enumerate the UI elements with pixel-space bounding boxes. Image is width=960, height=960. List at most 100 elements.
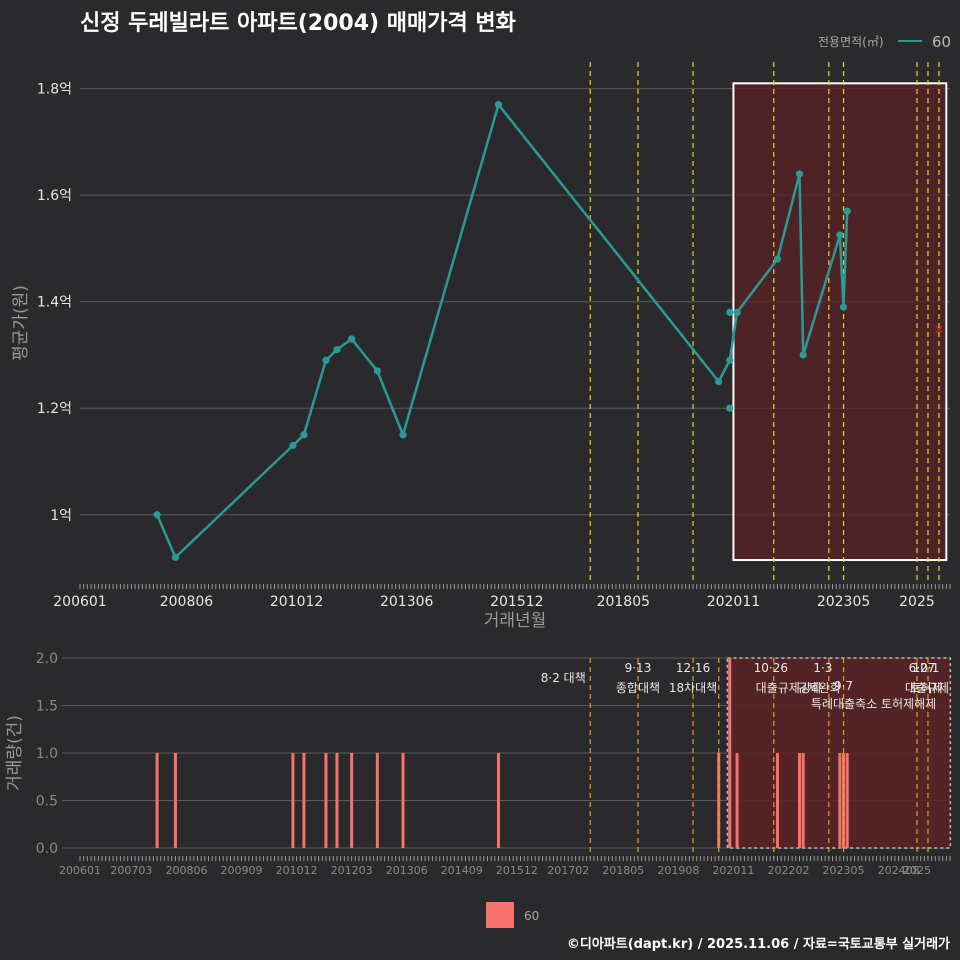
policy-label: 대출규제 — [905, 681, 949, 695]
highlight-region — [732, 82, 948, 562]
x-tick-label: 201702 — [547, 864, 589, 877]
price-point — [836, 231, 844, 239]
x-tick-label: 202408 — [878, 864, 920, 877]
x-tick-label: 200806 — [160, 594, 214, 610]
x-tick-label: 202011 — [712, 864, 754, 877]
y-tick-label: 0.0 — [36, 841, 58, 857]
policy-label: 특례대출축소 토허제해제 — [811, 697, 936, 711]
x-tick-label: 201306 — [380, 594, 434, 610]
volume-bar — [401, 753, 405, 848]
x-tick-label: 201908 — [657, 864, 699, 877]
x-tick-label: 201203 — [331, 864, 373, 877]
price-point — [773, 255, 782, 263]
x-tick-label: 201409 — [441, 864, 483, 877]
y-axis-title: 거래량(건) — [5, 715, 25, 791]
volume-bar — [838, 753, 842, 848]
price-line-chart: 1억 1.2억 1.4억 1.6억 1.8억 200601 200806 201012 2013… — [11, 62, 951, 631]
volume-bar — [728, 658, 732, 848]
x-axis-title: 거래년월 — [484, 611, 547, 631]
price-point — [726, 356, 734, 364]
price-point — [799, 351, 807, 359]
y-tick-label: 0.5 — [36, 794, 58, 810]
volume-bar — [302, 753, 306, 848]
latest-marker: × — [934, 322, 945, 337]
price-point — [733, 308, 741, 316]
price-point — [726, 308, 734, 316]
policy-label: 1·3 — [813, 661, 832, 675]
x-tick-label: 200703 — [110, 864, 152, 877]
x-tick-label: 201012 — [270, 594, 323, 610]
legend-label: 60 — [932, 33, 951, 51]
policy-label: 8·2 대책 — [541, 670, 586, 685]
policy-label: 10·26 — [754, 661, 788, 675]
x-tick-label: 202305 — [817, 594, 870, 610]
legend-bar-label: 60 — [524, 909, 539, 923]
volume-bar — [375, 753, 379, 848]
x-tick-label: 200601 — [53, 594, 106, 610]
x-tick-label: 201306 — [386, 864, 428, 877]
price-point — [289, 441, 297, 450]
volume-bar — [496, 753, 500, 848]
price-point — [333, 346, 341, 354]
y-tick-label: 1억 — [50, 508, 72, 524]
bottom-legend: 60 — [486, 902, 539, 928]
y-tick-label: 1.5 — [36, 699, 58, 715]
y-tick-label: 1.6억 — [37, 188, 72, 204]
volume-bar — [845, 753, 849, 848]
volume-bar-chart: 0.0 0.5 1.0 1.5 2.0 거래량(건) 8·2 대책 9·13 종합대책 12·16… — [5, 651, 952, 877]
price-point — [839, 303, 848, 311]
volume-bar — [173, 753, 177, 848]
price-point — [348, 335, 356, 343]
price-point — [726, 404, 734, 412]
x-tick-label: 200601 — [59, 864, 101, 877]
policy-label: 12·16 — [676, 661, 710, 675]
policy-label: 규제완화 — [797, 681, 841, 695]
price-point — [300, 431, 308, 439]
price-point — [153, 511, 161, 519]
policy-label: 종합대책 — [616, 680, 660, 695]
x-tick-label: 201512 — [496, 864, 538, 877]
x-tick-label: 201805 — [597, 594, 650, 610]
policy-label: 18차대책 — [669, 680, 717, 695]
volume-bar — [717, 753, 721, 848]
volume-bar — [335, 753, 339, 848]
y-tick-label: 1.2억 — [37, 401, 72, 417]
y-tick-label: 1.4억 — [37, 295, 72, 311]
volume-bar — [775, 753, 779, 848]
x-tick-label: 201512 — [490, 594, 543, 610]
volume-bar — [291, 753, 295, 848]
volume-bar — [155, 753, 159, 848]
y-axis-title: 평균가(원) — [11, 285, 31, 361]
x-tick-label: 202305 — [823, 864, 865, 877]
price-point — [494, 101, 503, 109]
price-point — [795, 170, 804, 178]
policy-label: 9·7 — [834, 679, 853, 693]
y-tick-label: 2.0 — [36, 651, 58, 667]
top-legend: 전용면적(㎡) 60 — [818, 33, 951, 51]
policy-label: 토허제 — [909, 681, 942, 695]
x-tick-label: 201805 — [602, 864, 644, 877]
x-tick-label: 201012 — [276, 864, 318, 877]
policy-label: 9·13 — [625, 661, 652, 675]
price-point — [171, 553, 180, 561]
price-point — [322, 356, 330, 364]
x-tick-label: 200909 — [221, 864, 263, 877]
legend-bar-swatch — [486, 902, 514, 928]
x-tick-label: 2025 — [903, 864, 931, 877]
x-tick-label: 202011 — [707, 594, 760, 610]
volume-bar — [324, 753, 328, 848]
footer-credit: ©디아파트(dapt.kr) / 2025.11.06 / 자료=국토교통부 실… — [567, 936, 950, 952]
volume-bar — [350, 753, 354, 848]
y-tick-label: 1.0 — [36, 746, 58, 762]
price-point — [373, 367, 381, 375]
volume-bar — [801, 753, 805, 848]
policy-label: 10·1 — [913, 661, 940, 675]
x-tick-label: 2025 — [899, 594, 935, 610]
volume-bar — [842, 753, 846, 848]
policy-label: 6·27 — [909, 661, 936, 675]
volume-bar — [797, 753, 801, 848]
y-tick-label: 1.8억 — [37, 82, 72, 98]
volume-bar — [735, 753, 739, 848]
price-point — [715, 377, 723, 386]
